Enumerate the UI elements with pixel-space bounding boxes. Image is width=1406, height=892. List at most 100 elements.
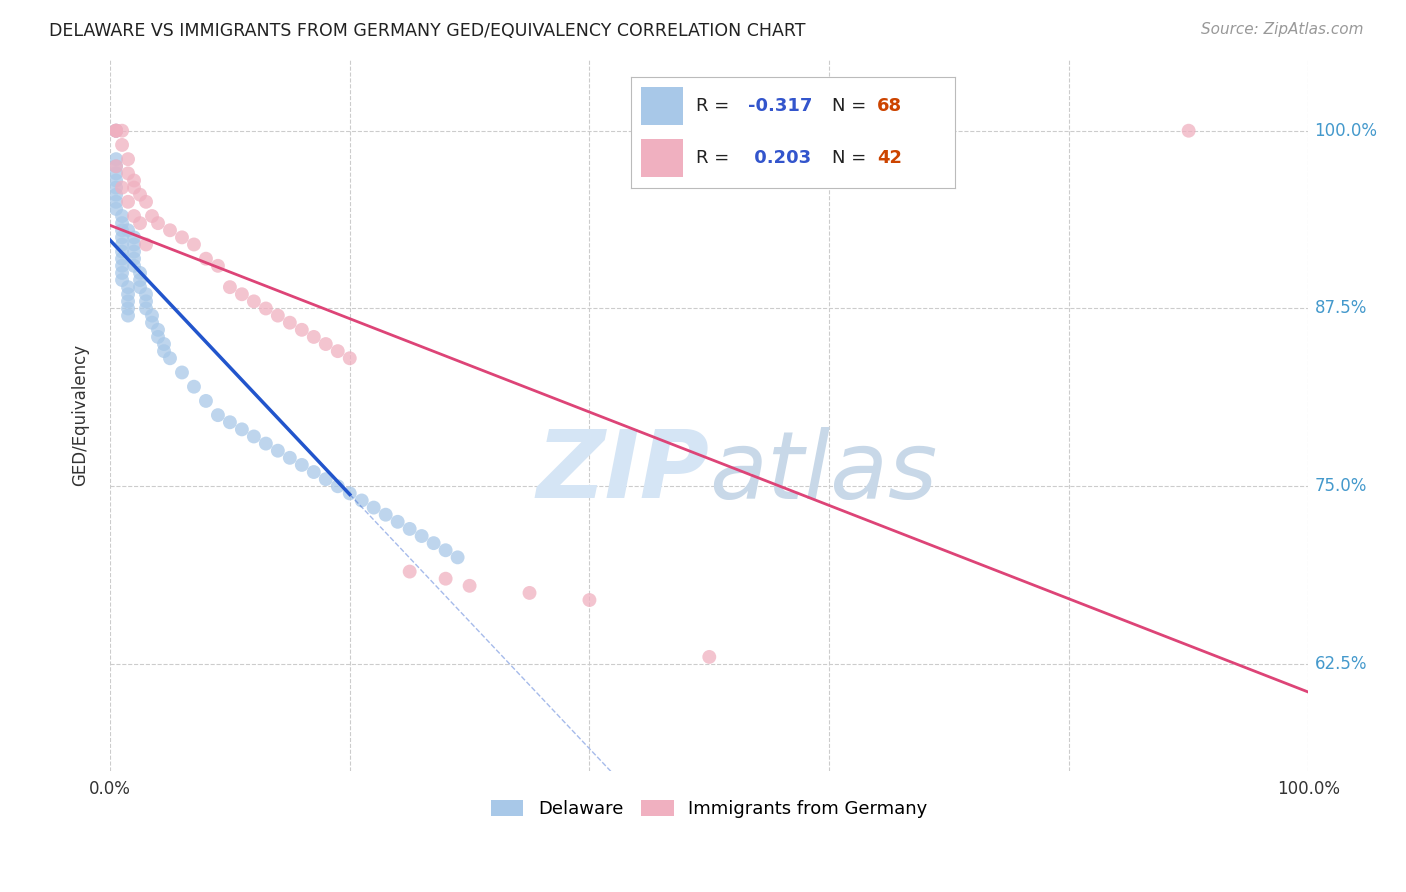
Text: ZIP: ZIP (537, 426, 709, 518)
Text: 75.0%: 75.0% (1315, 477, 1367, 495)
Point (243, 294, 266, 309)
Point (278, 450, 301, 465)
Point (278, 316, 301, 330)
Point (398, 522, 420, 536)
Point (153, 344, 176, 359)
Point (117, 152, 139, 166)
Point (135, 287, 157, 301)
Point (111, 223, 134, 237)
Point (105, 124, 128, 138)
Point (117, 166, 139, 180)
Point (153, 337, 176, 351)
Point (183, 380, 205, 394)
Point (302, 330, 325, 344)
Point (129, 280, 152, 294)
Point (111, 252, 134, 266)
Point (434, 572, 457, 586)
Point (146, 323, 169, 337)
Point (122, 209, 145, 223)
Point (141, 309, 163, 323)
Point (387, 515, 409, 529)
Point (315, 337, 337, 351)
Point (117, 294, 139, 309)
Point (697, 649, 720, 664)
Point (219, 280, 242, 294)
Point (117, 309, 139, 323)
Point (254, 436, 277, 450)
Point (219, 415, 242, 429)
Point (207, 259, 229, 273)
Text: 100.0%: 100.0% (1315, 121, 1378, 140)
Point (159, 351, 181, 366)
Point (105, 124, 128, 138)
Point (129, 266, 152, 280)
Point (135, 194, 157, 209)
Point (117, 223, 139, 237)
Point (194, 393, 217, 408)
Text: 62.5%: 62.5% (1315, 655, 1367, 673)
Point (315, 472, 337, 486)
Point (122, 173, 145, 187)
Point (194, 252, 217, 266)
Point (117, 287, 139, 301)
Point (183, 237, 205, 252)
Point (446, 550, 468, 565)
Text: DELAWARE VS IMMIGRANTS FROM GERMANY GED/EQUIVALENCY CORRELATION CHART: DELAWARE VS IMMIGRANTS FROM GERMANY GED/… (49, 22, 806, 40)
Point (135, 237, 157, 252)
Point (339, 351, 361, 366)
Point (350, 493, 373, 508)
Y-axis label: GED/Equivalency: GED/Equivalency (72, 344, 89, 486)
Point (146, 330, 169, 344)
Point (117, 194, 139, 209)
Point (141, 209, 163, 223)
Point (105, 124, 128, 138)
Point (117, 280, 139, 294)
Point (159, 223, 181, 237)
Point (129, 187, 152, 202)
Point (111, 124, 134, 138)
Point (105, 152, 128, 166)
Point (231, 422, 253, 436)
Point (398, 565, 420, 579)
Point (111, 216, 134, 230)
Point (122, 252, 145, 266)
Point (170, 366, 193, 380)
Point (111, 230, 134, 244)
Point (135, 301, 157, 316)
Point (122, 180, 145, 194)
Point (122, 259, 145, 273)
Point (170, 230, 193, 244)
Point (122, 237, 145, 252)
Point (105, 124, 128, 138)
Point (111, 273, 134, 287)
Point (105, 166, 128, 180)
Point (231, 287, 253, 301)
Point (411, 529, 433, 543)
Point (105, 173, 128, 187)
Point (267, 309, 290, 323)
Point (105, 159, 128, 173)
Point (254, 301, 277, 316)
Point (326, 479, 349, 493)
Point (146, 216, 169, 230)
Point (105, 180, 128, 194)
Point (291, 458, 314, 472)
Text: 87.5%: 87.5% (1315, 300, 1367, 318)
Point (326, 344, 349, 359)
Point (122, 244, 145, 259)
Point (243, 429, 266, 443)
Point (111, 259, 134, 273)
Point (129, 216, 152, 230)
Point (578, 593, 600, 607)
Point (111, 137, 134, 152)
Point (122, 230, 145, 244)
Point (207, 408, 229, 422)
Point (422, 536, 444, 550)
Point (363, 500, 385, 515)
Point (291, 323, 314, 337)
Point (458, 579, 481, 593)
Text: atlas: atlas (709, 426, 938, 517)
Point (519, 586, 541, 600)
Point (374, 508, 396, 522)
Point (434, 543, 457, 558)
